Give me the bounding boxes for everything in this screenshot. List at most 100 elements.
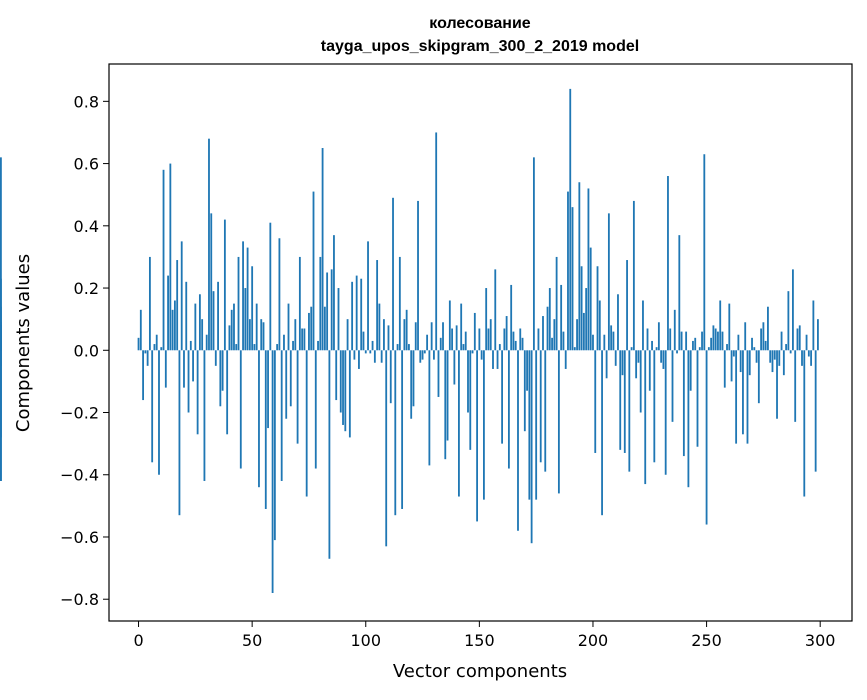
bar	[230, 309, 233, 351]
y-axis-label: Components values	[13, 254, 34, 432]
bar	[610, 325, 613, 351]
bar	[757, 350, 760, 404]
bar	[812, 300, 815, 351]
bar	[287, 303, 290, 351]
bar	[380, 350, 383, 363]
bar	[348, 350, 351, 438]
bar	[355, 275, 358, 351]
bar	[532, 157, 535, 351]
bar	[551, 337, 553, 351]
bar	[203, 350, 206, 481]
bar	[605, 350, 608, 379]
y-tick-label: 0.6	[74, 155, 99, 174]
bar	[242, 241, 244, 351]
bar	[244, 288, 247, 351]
x-axis-label: Vector components	[393, 661, 567, 682]
bar	[621, 350, 624, 376]
bar	[632, 200, 635, 351]
bar	[151, 350, 154, 463]
bar	[169, 163, 172, 351]
bar	[685, 331, 688, 351]
bar	[564, 350, 567, 369]
bar	[714, 328, 717, 351]
bar	[585, 288, 588, 351]
bar	[578, 182, 581, 351]
bar	[519, 328, 522, 351]
y-axis-ticks: −0.8 −0.6 −0.4 −0.2 0.0 0.2 0.4 0.6 0.8	[60, 92, 109, 609]
bar	[576, 319, 578, 351]
bar	[594, 350, 597, 453]
bar	[0, 157, 2, 351]
plot-frame	[108, 63, 853, 622]
bar	[696, 350, 699, 447]
bar	[403, 319, 406, 351]
bar	[428, 350, 431, 466]
bar	[651, 340, 653, 351]
bar	[426, 334, 429, 351]
bar	[351, 281, 354, 351]
bar	[144, 350, 147, 354]
bar	[208, 138, 210, 351]
bar	[796, 328, 799, 351]
bar	[314, 350, 317, 469]
bar	[289, 350, 292, 407]
bar	[657, 322, 660, 351]
x-tick-label: 150	[464, 631, 495, 650]
bar	[255, 303, 258, 351]
bar	[478, 328, 481, 351]
bar	[385, 350, 388, 547]
bar	[664, 350, 667, 475]
bar	[264, 350, 267, 509]
bar	[537, 328, 540, 351]
bar	[601, 350, 603, 516]
bar	[376, 260, 379, 351]
bar	[419, 350, 422, 363]
bar	[782, 350, 785, 376]
bar	[373, 350, 376, 363]
x-axis-ticks: 0 50 100 150 200 250 300	[133, 621, 835, 650]
bar	[389, 350, 392, 404]
x-tick-label: 100	[350, 631, 381, 650]
bar	[780, 331, 783, 351]
bar	[362, 331, 365, 351]
bar	[544, 350, 547, 472]
bar	[185, 281, 188, 351]
bar	[514, 340, 517, 351]
bar	[476, 350, 478, 522]
bar	[807, 350, 810, 357]
bar	[294, 319, 297, 351]
bar	[680, 331, 683, 351]
bar	[682, 350, 685, 457]
bar	[548, 288, 551, 351]
bar	[487, 328, 490, 351]
bar	[642, 300, 644, 351]
bar	[183, 350, 185, 388]
bar	[746, 350, 749, 444]
bar	[446, 350, 449, 441]
bar	[196, 350, 199, 435]
bar	[367, 241, 369, 351]
bar	[730, 350, 733, 382]
x-tick-label: 300	[805, 631, 836, 650]
bar	[448, 300, 451, 351]
bar	[298, 256, 301, 351]
bar	[262, 322, 265, 351]
bar	[226, 350, 229, 435]
bar	[212, 291, 215, 351]
bar	[698, 347, 701, 351]
bar	[810, 350, 813, 366]
bar	[326, 272, 329, 351]
bar	[392, 197, 394, 351]
bar	[648, 350, 651, 391]
bar	[408, 344, 410, 351]
bar	[223, 219, 226, 351]
bar	[553, 319, 556, 351]
bar	[278, 238, 281, 351]
bar	[580, 266, 583, 351]
bar	[303, 328, 306, 351]
bar	[607, 213, 610, 351]
bar	[732, 350, 735, 357]
bar	[394, 350, 397, 516]
bar	[433, 350, 435, 360]
bar	[587, 188, 590, 351]
